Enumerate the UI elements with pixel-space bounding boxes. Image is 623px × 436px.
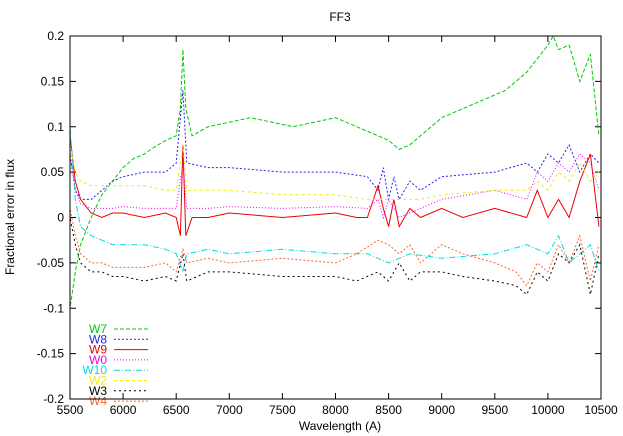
x-tick-label: 9500 (481, 403, 508, 417)
legend-label-w10: W10 (82, 363, 107, 377)
legend-label-w0: W0 (89, 353, 107, 367)
x-tick-label: 10500 (584, 403, 618, 417)
x-tick-label: 10000 (531, 403, 565, 417)
x-tick-label: 8000 (322, 403, 349, 417)
x-tick-label: 7500 (269, 403, 296, 417)
legend-label-w8: W8 (89, 332, 107, 346)
y-tick-label: 0.1 (47, 120, 64, 134)
legend-label-w3: W3 (89, 384, 107, 398)
x-tick-label: 8500 (375, 403, 402, 417)
series-group (70, 36, 600, 315)
y-tick-label: 0.05 (41, 165, 65, 179)
y-tick-label: 0.2 (47, 29, 64, 43)
x-tick-label: 5500 (57, 403, 84, 417)
chart-title: FF3 (329, 10, 351, 24)
y-tick-label: -0.15 (37, 347, 65, 361)
x-tick-label: 6500 (163, 403, 190, 417)
axis-ticks: 5500 6000 6500 7000 7500 8000 8500 9000 9500 1000… (37, 29, 618, 417)
y-tick-label: -0.1 (43, 301, 64, 315)
y-tick-label: 0 (57, 211, 64, 225)
x-tick-label: 6000 (110, 403, 137, 417)
x-tick-label: 7000 (216, 403, 243, 417)
y-axis-label: Fractional error in flux (3, 159, 17, 275)
series-line-w4 (70, 204, 600, 287)
x-tick-label: 9000 (428, 403, 455, 417)
y-tick-label: -0.2 (43, 392, 64, 406)
legend-label-w9: W9 (89, 343, 107, 357)
legend-label-w7: W7 (89, 322, 107, 336)
y-tick-label: -0.05 (37, 256, 65, 270)
series-line-w9 (70, 124, 600, 236)
legend-label-w2: W2 (89, 374, 107, 388)
y-tick-label: 0.15 (41, 74, 65, 88)
plot-frame (69, 35, 602, 400)
x-axis-label: Wavelength (A) (299, 419, 381, 433)
series-line-w7 (70, 36, 600, 315)
series-line-w8 (70, 90, 600, 201)
legend-label-w4: W4 (89, 394, 107, 408)
series-line-w2 (70, 136, 600, 200)
